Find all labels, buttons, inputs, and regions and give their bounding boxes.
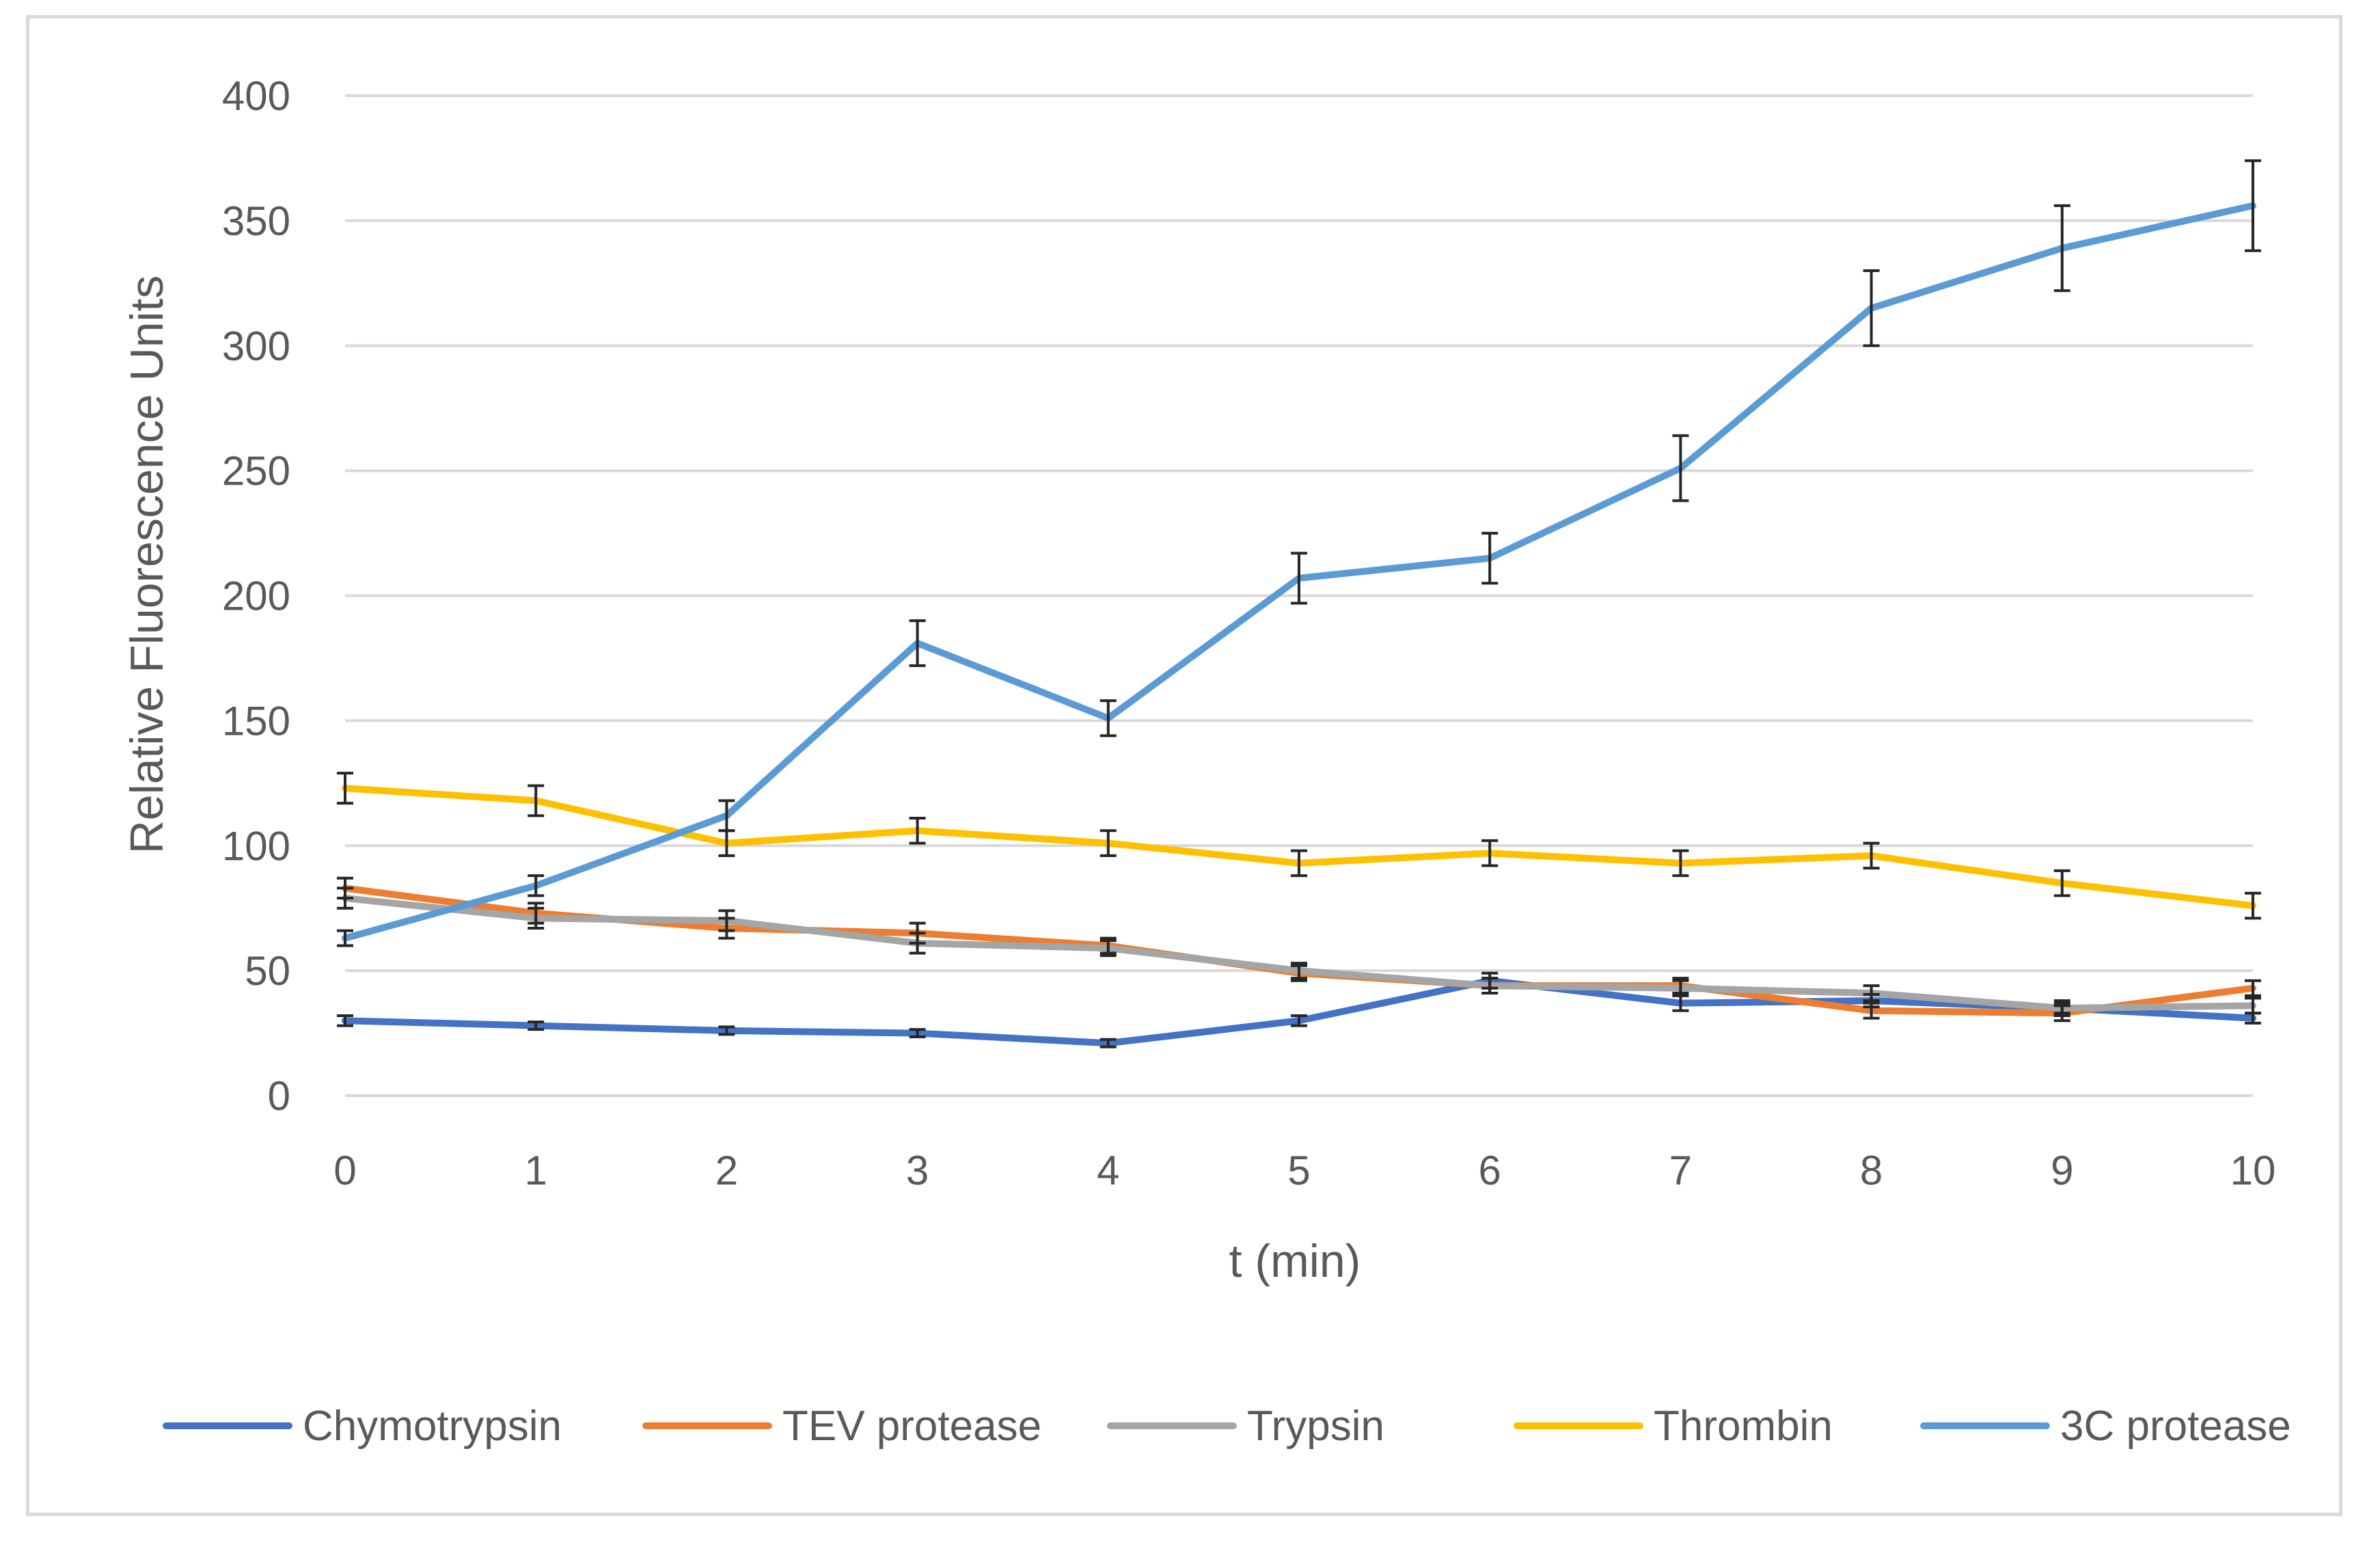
legend-item-3c-protease: 3C protease [1920,1403,2291,1450]
error-bar [337,929,353,947]
error-bar [337,887,353,910]
error-bar [909,1028,926,1039]
error-bar [909,817,926,845]
legend-label: 3C protease [2060,1403,2291,1450]
error-bar [1291,552,1307,605]
error-bar [718,1025,735,1036]
error-bar [337,772,353,805]
y-tick-label: 0 [268,1073,290,1119]
legend: Chymotrypsin TEV protease Trypsin Thrombin 3… [163,1403,2291,1450]
x-tick-labels: 0 1 2 3 4 5 6 7 8 9 10 [333,1148,2275,1193]
x-tick-label: 2 [715,1148,738,1193]
error-bar [718,909,735,932]
error-bar [2053,204,2070,293]
x-tick-label: 5 [1287,1148,1310,1193]
error-bar [1291,962,1307,980]
legend-item-thrombin: Thrombin [1514,1403,1833,1450]
y-tick-label: 50 [245,948,290,994]
series-line-tev-protease [342,884,2256,1017]
error-bar [528,784,545,817]
error-bar [909,932,926,955]
x-tick-label: 3 [906,1148,929,1193]
error-bar [2245,997,2261,1015]
x-tick-label: 7 [1669,1148,1692,1193]
x-tick-label: 8 [1860,1148,1883,1193]
error-bar [1672,849,1689,878]
error-bar [1291,1014,1307,1027]
error-bar [1672,979,1689,997]
legend-label: Chymotrypsin [303,1403,562,1450]
x-tick-label: 0 [333,1148,356,1193]
legend-item-chymotrypsin: Chymotrypsin [163,1403,562,1450]
error-bars [337,159,2261,1049]
error-bar [1863,1001,1880,1020]
error-bar [2245,891,2261,920]
error-bar [718,799,735,833]
error-bar [2245,979,2261,997]
x-tick-label: 9 [2051,1148,2073,1193]
legend-item-trypsin: Trypsin [1107,1403,1384,1450]
y-tick-label: 100 [222,823,290,869]
error-bar [1481,839,1499,867]
y-tick-label: 150 [222,698,290,744]
legend-label: Thrombin [1654,1403,1833,1450]
error-bar [1099,939,1117,958]
error-bar [1099,1038,1117,1049]
y-tick-label: 250 [222,448,290,494]
x-tick-label: 10 [2230,1148,2276,1193]
legend-label: TEV protease [782,1403,1041,1450]
legend-item-tev-protease: TEV protease [642,1403,1041,1450]
gridlines [345,94,2253,1097]
error-bar [2053,869,2070,897]
error-bar [1863,841,1880,870]
error-bar [2245,159,2261,252]
x-tick-label: 6 [1479,1148,1501,1193]
error-bar [528,1020,545,1031]
y-axis-title: Relative Fluorescence Units [121,275,173,854]
x-axis-title: t (min) [1229,1235,1361,1287]
error-bar [909,619,926,667]
x-tick-label: 4 [1097,1148,1119,1193]
error-bar [2053,999,2070,1017]
error-bar [1481,977,1499,995]
error-bar [1481,532,1499,585]
y-tick-label: 400 [222,73,290,119]
legend-label: Trypsin [1247,1403,1384,1450]
error-bar [528,906,545,930]
y-tick-label: 350 [222,198,290,244]
error-bar [337,1014,353,1027]
y-tick-label: 300 [222,323,290,369]
error-bar [1863,269,1880,347]
error-bar [528,874,545,897]
error-bar [1099,829,1117,857]
error-bar [1099,699,1117,738]
y-tick-labels: 0 50 100 150 200 250 300 350 400 [222,73,290,1119]
series-lines [342,202,2256,1047]
chart-frame [26,15,2342,1516]
series-line-trypsin [342,895,2256,1012]
x-tick-label: 1 [525,1148,547,1193]
error-bar [1863,984,1880,1003]
error-bar [1291,849,1307,878]
error-bar [1672,434,1689,502]
y-tick-label: 200 [222,573,290,619]
